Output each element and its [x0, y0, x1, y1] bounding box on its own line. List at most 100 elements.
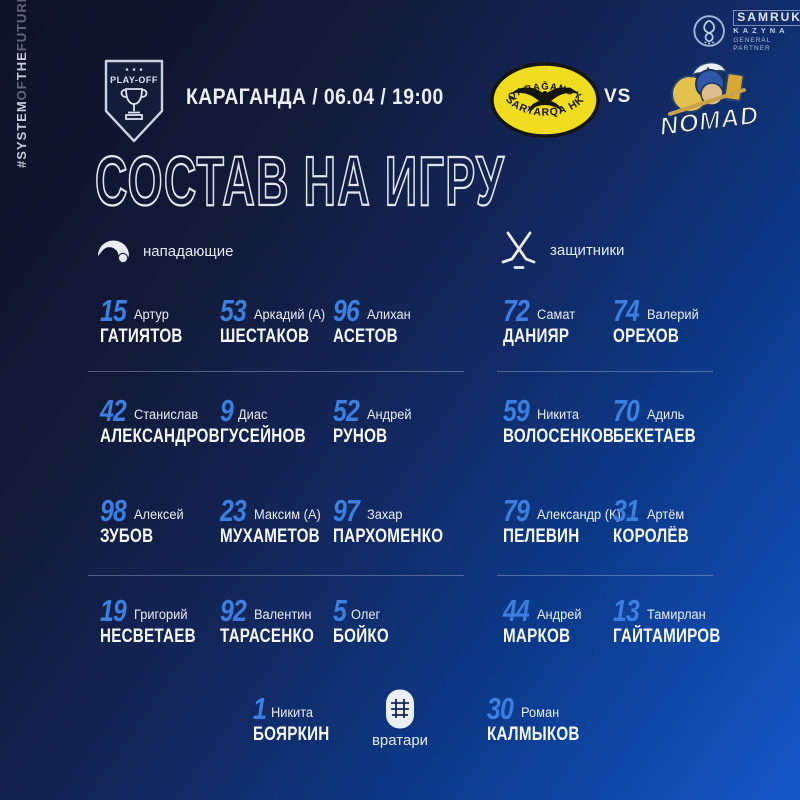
- player-last-name: НЕСВЕТАЕВ: [100, 626, 196, 647]
- player-card: 74 Валерий ОРЕХОВ: [613, 294, 775, 396]
- goalie-right: 30 Роман КАЛМЫКОВ: [487, 692, 603, 746]
- player-first-name: Олег: [351, 607, 381, 622]
- player-number: 59: [503, 392, 530, 428]
- player-card: 13 Тамирлан ГАЙТАМИРОВ: [613, 592, 775, 696]
- playoff-label: PLAY-OFF: [110, 75, 158, 85]
- player-number: 98: [100, 492, 127, 528]
- player-card: 59 Никита ВОЛОСЕНКОВ: [503, 392, 615, 496]
- away-team-name-label: NOMAD: [658, 101, 758, 141]
- player-first-name: Андрей: [367, 407, 413, 422]
- player-number: 72: [503, 292, 530, 328]
- defenders-grid: 72 Самат ДАНИЯР 74 Валерий ОРЕХОВ 59 Ник…: [503, 292, 775, 696]
- match-info: КАРАГАНДА / 06.04 / 19:00: [186, 84, 444, 109]
- player-first-name: Захар: [367, 507, 403, 522]
- separator-line: [88, 575, 464, 576]
- player-card: 1 Никита БОЯРКИН: [253, 692, 349, 746]
- player-card: 98 Алексей ЗУБОВ: [100, 492, 220, 596]
- player-last-name: ПЕЛЕВИН: [503, 526, 580, 547]
- separator-line: [497, 371, 713, 372]
- player-last-name: ВОЛОСЕНКОВ: [503, 426, 615, 447]
- partner-block: SAMRUK KAZYNA GENERAL PARTNER: [692, 10, 800, 52]
- side-hashtag-segment: OF: [14, 80, 29, 101]
- player-card: 97 Захар ПАРХОМЕНКО: [333, 492, 472, 596]
- player-first-name: Аркадий (А): [254, 307, 326, 322]
- player-last-name: БОЙКО: [333, 626, 389, 647]
- vs-label: VS: [604, 86, 632, 107]
- player-last-name: МУХАМЕТОВ: [220, 526, 320, 547]
- playoff-badge: PLAY-OFF: [97, 56, 171, 144]
- side-hashtag-text: #SYSTEMOFTHEFUTURE: [14, 0, 29, 168]
- crossed-sticks-icon: [501, 231, 536, 269]
- player-last-name: КАЛМЫКОВ: [487, 724, 580, 745]
- separator-line: [88, 371, 464, 372]
- player-number: 79: [503, 492, 530, 528]
- player-first-name: Артём: [647, 507, 685, 522]
- player-card: 70 Адиль БЕКЕТАЕВ: [613, 394, 775, 496]
- player-number: 52: [333, 392, 360, 428]
- player-last-name: ШЕСТАКОВ: [220, 326, 310, 347]
- player-card: 96 Алихан АСЕТОВ: [333, 294, 472, 396]
- player-first-name: Александр (К): [537, 507, 622, 522]
- away-team-logo: NOMAD: [652, 46, 758, 142]
- player-first-name: Валентин: [254, 607, 313, 622]
- player-last-name: БОЯРКИН: [253, 724, 330, 745]
- player-last-name: ГАЙТАМИРОВ: [613, 626, 721, 647]
- separator-line: [497, 575, 713, 576]
- player-last-name: ПАРХОМЕНКО: [333, 526, 444, 547]
- player-card: 31 Артём КОРОЛЁВ: [613, 492, 775, 596]
- player-number: 19: [100, 592, 127, 628]
- goalie-mask-icon: [386, 689, 414, 729]
- player-last-name: КОРОЛЁВ: [613, 526, 689, 547]
- eagle-icon: [511, 87, 579, 112]
- player-card: 9 Диас ГУСЕЙНОВ: [220, 392, 333, 496]
- section-label-forwards: нападающие: [143, 242, 234, 260]
- section-header-forwards: нападающие: [95, 236, 234, 266]
- player-number: 23: [220, 492, 247, 528]
- player-number: 15: [100, 292, 127, 328]
- section-header-goalies: вратари: [363, 688, 437, 749]
- player-first-name: Григорий: [134, 607, 188, 622]
- side-hashtag-segment: #SYSTEM: [14, 100, 29, 168]
- player-last-name: ДАНИЯР: [503, 326, 570, 347]
- player-card: 72 Самат ДАНИЯР: [503, 292, 613, 396]
- player-card: 15 Артур ГАТИЯТОВ: [100, 292, 220, 396]
- player-card: 42 Станислав АЛЕКСАНДРОВ: [100, 392, 220, 496]
- player-number: 31: [613, 492, 640, 528]
- section-label-goalies: вратари: [371, 732, 429, 749]
- player-first-name: Андрей: [537, 607, 583, 622]
- side-hashtag-segment: FUTURE: [14, 0, 29, 52]
- player-first-name: Алихан: [367, 307, 412, 322]
- section-header-defenders: защитники: [499, 230, 624, 270]
- player-number: 42: [100, 392, 127, 428]
- trophy-cup-icon: [120, 88, 148, 120]
- page-title: СОСТАВ НА ИГРУ: [94, 142, 506, 222]
- player-card: 30 Роман КАЛМЫКОВ: [487, 692, 603, 746]
- section-label-defenders: защитники: [550, 241, 625, 259]
- player-last-name: АСЕТОВ: [333, 326, 398, 347]
- player-last-name: МАРКОВ: [503, 626, 571, 647]
- player-first-name: Роман: [521, 705, 560, 720]
- side-hashtag-segment: THE: [14, 51, 29, 81]
- player-last-name: ТАРАСЕНКО: [220, 626, 315, 647]
- player-last-name: ОРЕХОВ: [613, 326, 680, 347]
- forwards-grid: 15 Артур ГАТИЯТОВ 53 Аркадий (А) ШЕСТАКО…: [100, 292, 472, 696]
- player-last-name: РУНОВ: [333, 426, 388, 447]
- player-last-name: АЛЕКСАНДРОВ: [100, 426, 220, 447]
- player-card: 19 Григорий НЕСВЕТАЕВ: [100, 592, 220, 696]
- player-number: 44: [503, 592, 530, 628]
- player-first-name: Адиль: [647, 407, 685, 422]
- player-card: 5 Олег БОЙКО: [333, 594, 472, 696]
- player-number: 13: [613, 592, 640, 628]
- player-card: 92 Валентин ТАРАСЕНКО: [220, 594, 333, 696]
- player-number: 9: [220, 392, 234, 428]
- player-first-name: Самат: [537, 307, 576, 322]
- player-first-name: Алексей: [134, 507, 185, 522]
- goalie-left: 1 Никита БОЯРКИН: [253, 692, 349, 746]
- player-number: 97: [333, 492, 360, 528]
- player-first-name: Никита: [537, 407, 580, 422]
- player-first-name: Станислав: [134, 407, 199, 422]
- player-last-name: ЗУБОВ: [100, 526, 154, 547]
- player-first-name: Тамирлан: [647, 607, 707, 622]
- home-team-logo: QARAĞANDY SARYARQA HK: [489, 61, 601, 139]
